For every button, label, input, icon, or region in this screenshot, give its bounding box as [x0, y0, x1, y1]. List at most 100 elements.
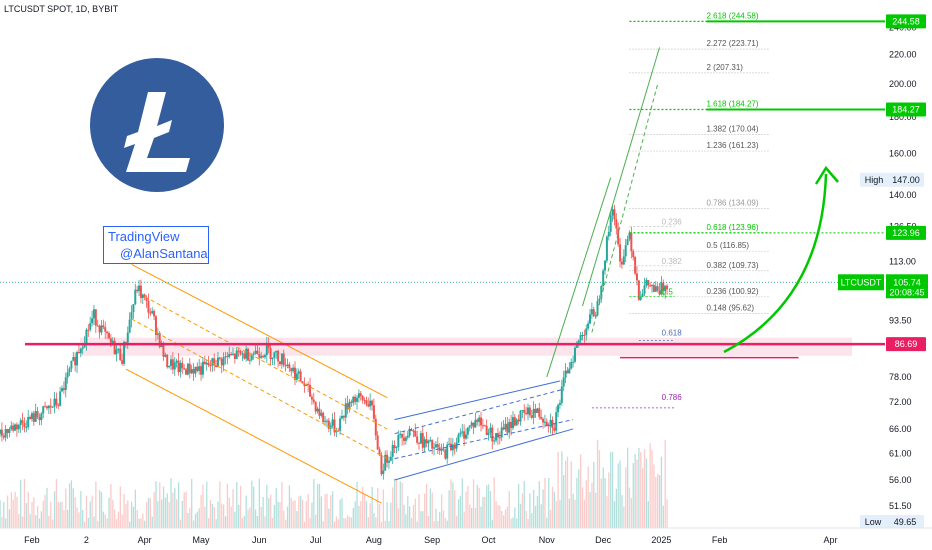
candle-body — [438, 447, 441, 451]
time-tick-label: Feb — [712, 535, 728, 545]
candle-body — [25, 427, 28, 429]
orange-channel-line-2 — [125, 368, 382, 504]
candle-body — [136, 289, 139, 292]
volume-bar — [271, 518, 274, 528]
candle-body — [658, 290, 661, 295]
candle-body — [284, 365, 287, 367]
volume-bar — [642, 468, 644, 528]
candle-body — [100, 325, 103, 333]
volume-bar — [5, 518, 7, 528]
candle-body — [419, 433, 422, 444]
candle-body — [622, 256, 625, 265]
candle-body — [418, 442, 421, 444]
symbol-title: LTCUSDT SPOT, 1D, BYBIT — [4, 4, 119, 14]
volume-bar — [330, 495, 332, 528]
volume-bar — [309, 518, 311, 528]
volume-bar — [6, 495, 9, 528]
volume-bar — [189, 507, 191, 528]
orange-channel-mid — [144, 296, 388, 430]
fib-retracement-label: 0.5 — [662, 288, 674, 297]
candle-body — [641, 293, 644, 297]
candle-body — [10, 425, 13, 430]
price-tick-label: 93.50 — [889, 316, 912, 326]
candle-body — [534, 408, 537, 414]
candle-body — [185, 369, 188, 375]
time-tick-label: Oct — [482, 535, 497, 545]
volume-bar — [358, 505, 360, 528]
candle-body — [331, 419, 334, 426]
candle-body — [42, 406, 45, 414]
candle-body — [224, 356, 227, 358]
last-symbol: LTCUSDT — [841, 277, 882, 287]
volume-bar — [367, 517, 369, 528]
candle-body — [526, 407, 529, 415]
candle-body — [416, 436, 419, 443]
candle-body — [231, 353, 234, 355]
volume-bar — [294, 500, 296, 528]
volume-bar — [318, 483, 321, 528]
time-tick-label: Apr — [824, 535, 838, 545]
candle-body — [68, 368, 71, 373]
volume-bar — [484, 496, 486, 528]
volume-bar — [258, 478, 260, 528]
volume-bar — [613, 501, 616, 528]
candle-body — [162, 342, 165, 357]
volume-bar — [206, 481, 208, 528]
volume-bar — [433, 521, 435, 528]
price-tick-label: 160.00 — [889, 148, 917, 158]
price-tick-label: 113.00 — [889, 257, 916, 267]
candle-body — [496, 433, 499, 438]
volume-bar — [602, 467, 604, 528]
volume-bar — [563, 475, 565, 528]
candle-body — [630, 232, 633, 251]
volume-bar — [268, 498, 270, 528]
candle-body — [314, 401, 317, 412]
volume-bar — [390, 502, 392, 528]
candle-body — [564, 370, 567, 378]
volume-bar — [439, 511, 441, 528]
volume-bar — [414, 498, 416, 528]
volume-bar — [179, 519, 182, 528]
volume-bar — [455, 516, 458, 528]
volume-bar — [114, 509, 116, 528]
volume-bar — [198, 508, 200, 528]
volume-bar — [48, 515, 50, 528]
volume-bar — [115, 519, 118, 528]
volume-bar — [502, 515, 505, 528]
volume-bar — [21, 516, 24, 528]
countdown: 20:08:45 — [889, 287, 924, 297]
candle-body — [635, 273, 638, 281]
volume-bar — [337, 519, 339, 528]
candle-body — [352, 396, 355, 403]
volume-bar — [72, 488, 74, 528]
volume-bar — [429, 488, 431, 528]
candle-body — [138, 285, 141, 292]
volume-bar — [262, 496, 264, 528]
volume-bar — [664, 439, 666, 528]
candle-body — [32, 413, 35, 422]
candle-body — [472, 422, 475, 428]
volume-bar — [95, 481, 97, 528]
candle-body — [325, 420, 328, 422]
volume-bar — [91, 495, 93, 528]
volume-bar — [553, 492, 555, 528]
candle-body — [433, 447, 436, 449]
volume-bar — [593, 461, 595, 528]
volume-bar — [70, 480, 73, 528]
volume-bar — [628, 487, 631, 528]
candle-body — [402, 437, 405, 441]
candle-body — [158, 333, 161, 348]
volume-bar — [463, 511, 465, 528]
volume-bar — [363, 494, 366, 528]
volume-bar — [467, 486, 469, 528]
volume-bar — [232, 489, 234, 528]
volume-bar — [166, 493, 168, 528]
volume-bar — [446, 520, 448, 528]
volume-bar — [168, 502, 170, 528]
candle-body — [660, 282, 663, 295]
fib-retracement-label: 0.786 — [662, 393, 683, 402]
candle-body — [30, 413, 33, 419]
candle-body — [604, 260, 607, 271]
